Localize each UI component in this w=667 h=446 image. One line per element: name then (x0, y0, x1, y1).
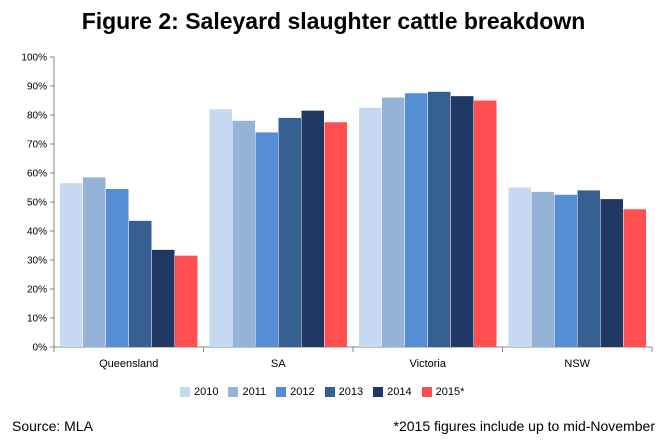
y-tick-label: 80% (27, 111, 47, 122)
legend-swatch (373, 387, 384, 397)
bar-nsw-2013 (577, 190, 600, 347)
bar-nsw-2010 (508, 187, 531, 347)
bar-sa-2012 (255, 132, 278, 347)
bar-victoria-2011 (382, 97, 405, 347)
bar-victoria-2015 (474, 100, 497, 347)
y-tick-label: 70% (27, 140, 47, 151)
bar-nsw-2015 (623, 209, 646, 347)
chart-labels: 0% 10% 20% 30% 40% 50% 60% 70% 80% 90% 100% Queensl… (21, 53, 590, 371)
bar-nsw-2014 (600, 199, 623, 347)
legend-swatch (421, 387, 432, 397)
legend-label: 2013 (338, 386, 364, 398)
y-tick-label: 100% (21, 53, 47, 64)
legend-label: 2015* (435, 386, 465, 398)
legend-swatch (180, 387, 190, 397)
legend-item: 2014 (373, 386, 412, 398)
source-note: Source: MLA (12, 418, 93, 434)
bar-nsw-2012 (554, 194, 577, 347)
legend-label: 2011 (242, 386, 267, 398)
bar-sa-2011 (232, 120, 255, 347)
legend-item: 2015* (421, 386, 465, 398)
chart-bars (60, 91, 646, 348)
y-tick-label: 10% (27, 314, 47, 325)
legend-item: 2010 (180, 386, 218, 398)
y-tick-label: 30% (27, 256, 47, 267)
y-tick-label: 0% (33, 343, 48, 354)
footnote: *2015 figures include up to mid-November (393, 418, 655, 434)
bar-queensland-2014 (152, 249, 175, 347)
x-category-label: Victoria (410, 358, 447, 370)
bar-queensland-2010 (60, 183, 83, 347)
legend-label: 2014 (387, 386, 412, 398)
legend-label: 2012 (290, 386, 315, 398)
legend-item: 2012 (276, 386, 315, 398)
chart-legend: 2010 2011 2012 2013 2014 2015* (180, 385, 464, 399)
bar-queensland-2012 (106, 188, 129, 347)
x-category-label: SA (271, 358, 286, 370)
legend-item: 2011 (228, 386, 266, 398)
bar-sa-2010 (209, 109, 232, 347)
x-category-label: Queensland (99, 358, 158, 370)
bar-victoria-2010 (359, 107, 382, 347)
chart-title: Figure 2: Saleyard slaughter cattle brea… (81, 8, 586, 34)
bar-sa-2013 (278, 117, 301, 348)
x-category-label: NSW (564, 358, 590, 370)
bar-queensland-2015 (175, 255, 198, 347)
y-tick-label: 60% (27, 169, 47, 180)
bar-victoria-2013 (428, 91, 451, 347)
bar-victoria-2012 (405, 93, 428, 347)
y-tick-label: 40% (27, 227, 47, 238)
legend-swatch (228, 387, 239, 397)
bar-victoria-2014 (451, 96, 474, 348)
bar-queensland-2011 (83, 177, 106, 347)
bar-sa-2014 (301, 110, 324, 348)
legend-swatch (276, 387, 287, 397)
bar-queensland-2013 (129, 220, 152, 347)
y-tick-label: 20% (27, 285, 47, 296)
y-tick-label: 50% (27, 198, 47, 209)
legend-item: 2013 (324, 386, 364, 398)
bar-sa-2015 (324, 122, 347, 347)
bar-nsw-2011 (531, 191, 554, 347)
legend-swatch (324, 387, 335, 397)
y-tick-label: 90% (27, 82, 47, 93)
legend-label: 2010 (194, 386, 219, 398)
